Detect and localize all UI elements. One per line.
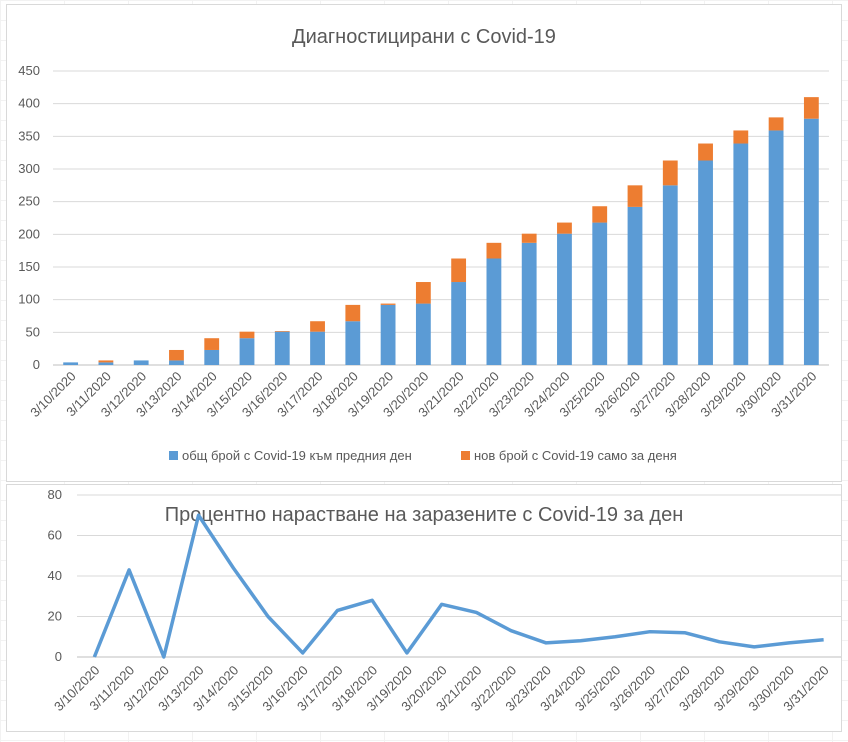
bar-chart-y-tick: 400 — [18, 96, 40, 111]
bar-total — [63, 362, 79, 365]
bar-new — [768, 117, 784, 131]
line-chart-title: Процентно нарастване на заразените с Cov… — [165, 504, 684, 526]
bar-total — [345, 321, 361, 365]
bar-chart-y-tick: 250 — [18, 194, 40, 209]
bar-chart-y-tick: 200 — [18, 226, 40, 241]
bar-total — [98, 362, 114, 365]
bar-total — [768, 130, 784, 365]
bar-new — [310, 321, 325, 332]
bar-chart-legend: общ брой с Covid-19 към предния ден нов … — [169, 448, 677, 463]
line-chart-x-axis: 3/10/20203/11/20203/12/20203/13/20203/14… — [51, 663, 832, 715]
bar-new — [451, 258, 467, 283]
line-chart[interactable]: 0 20 40 60 80 Процентно нарастване на заразе… — [6, 484, 842, 732]
bar-total — [662, 185, 678, 365]
bar-total — [380, 304, 396, 365]
bar-new — [169, 349, 184, 361]
bar-new — [274, 331, 290, 332]
bar-chart-y-tick: 450 — [18, 63, 40, 78]
stacked-bar-chart[interactable]: Диагностицирани с Covid-19 0 50 100 150 200 2… — [6, 4, 842, 482]
bar-chart-y-tick: 300 — [18, 161, 40, 176]
bar-total — [592, 222, 608, 365]
bar-total — [521, 242, 537, 365]
bar-total — [169, 360, 184, 365]
bar-new — [698, 143, 713, 161]
line-chart-gridlines — [77, 494, 841, 658]
bar-new — [733, 130, 749, 144]
bar-total — [486, 258, 502, 365]
bar-total — [733, 143, 749, 365]
bar-chart-y-tick: 100 — [18, 292, 40, 307]
line-series-path — [92, 513, 824, 659]
bar-total — [204, 349, 220, 365]
legend-swatch-total — [169, 451, 178, 460]
bar-total — [274, 331, 290, 365]
bar-chart-title: Диагностицирани с Covid-19 — [292, 26, 556, 48]
bar-total — [451, 282, 467, 365]
bar-new — [486, 242, 502, 259]
bar-chart-x-axis: 3/10/20203/11/20203/12/20203/13/20203/14… — [27, 369, 819, 421]
bar-total — [415, 303, 431, 365]
line-chart-y-axis: 0 20 40 60 80 — [48, 487, 62, 664]
line-chart-y-tick: 80 — [48, 487, 62, 502]
bar-new — [239, 331, 255, 339]
bar-new — [204, 338, 220, 350]
bar-chart-y-axis: 0 50 100 150 200 250 300 350 400 450 — [18, 63, 40, 372]
bar-chart-svg: Диагностицирани с Covid-19 0 50 100 150 200 2… — [18, 26, 829, 463]
bar-chart-y-tick: 0 — [33, 357, 40, 372]
bar-chart-y-tick: 50 — [26, 324, 40, 339]
bar-total — [310, 331, 325, 365]
bar-chart-y-tick: 350 — [18, 128, 40, 143]
bar-new — [557, 222, 572, 234]
bar-new — [415, 282, 431, 304]
bar-chart-bars — [63, 97, 819, 366]
bar-new — [345, 304, 361, 322]
bar-new — [521, 233, 537, 243]
bar-new — [662, 160, 678, 186]
bar-new — [592, 206, 608, 223]
bar-total — [627, 206, 643, 365]
line-chart-y-tick: 40 — [48, 568, 62, 583]
bar-total — [557, 233, 572, 365]
bar-total — [803, 118, 819, 366]
line-chart-y-tick: 0 — [55, 649, 62, 664]
line-chart-y-tick: 60 — [48, 528, 62, 543]
legend-label-total: общ брой с Covid-19 към предния ден — [182, 448, 412, 463]
bar-total — [239, 338, 255, 365]
legend-swatch-new — [461, 451, 470, 460]
bar-new — [98, 360, 114, 363]
bar-total — [698, 160, 713, 365]
bar-new — [627, 185, 643, 207]
bar-chart-y-tick: 150 — [18, 259, 40, 274]
bar-total — [133, 360, 149, 365]
line-chart-svg: 0 20 40 60 80 Процентно нарастване на заразе… — [48, 487, 841, 715]
bar-new — [803, 97, 819, 119]
line-chart-y-tick: 20 — [48, 609, 62, 624]
line-chart-series — [92, 513, 824, 659]
legend-label-new: нов брой с Covid-19 само за деня — [474, 448, 677, 463]
bar-new — [380, 303, 396, 305]
